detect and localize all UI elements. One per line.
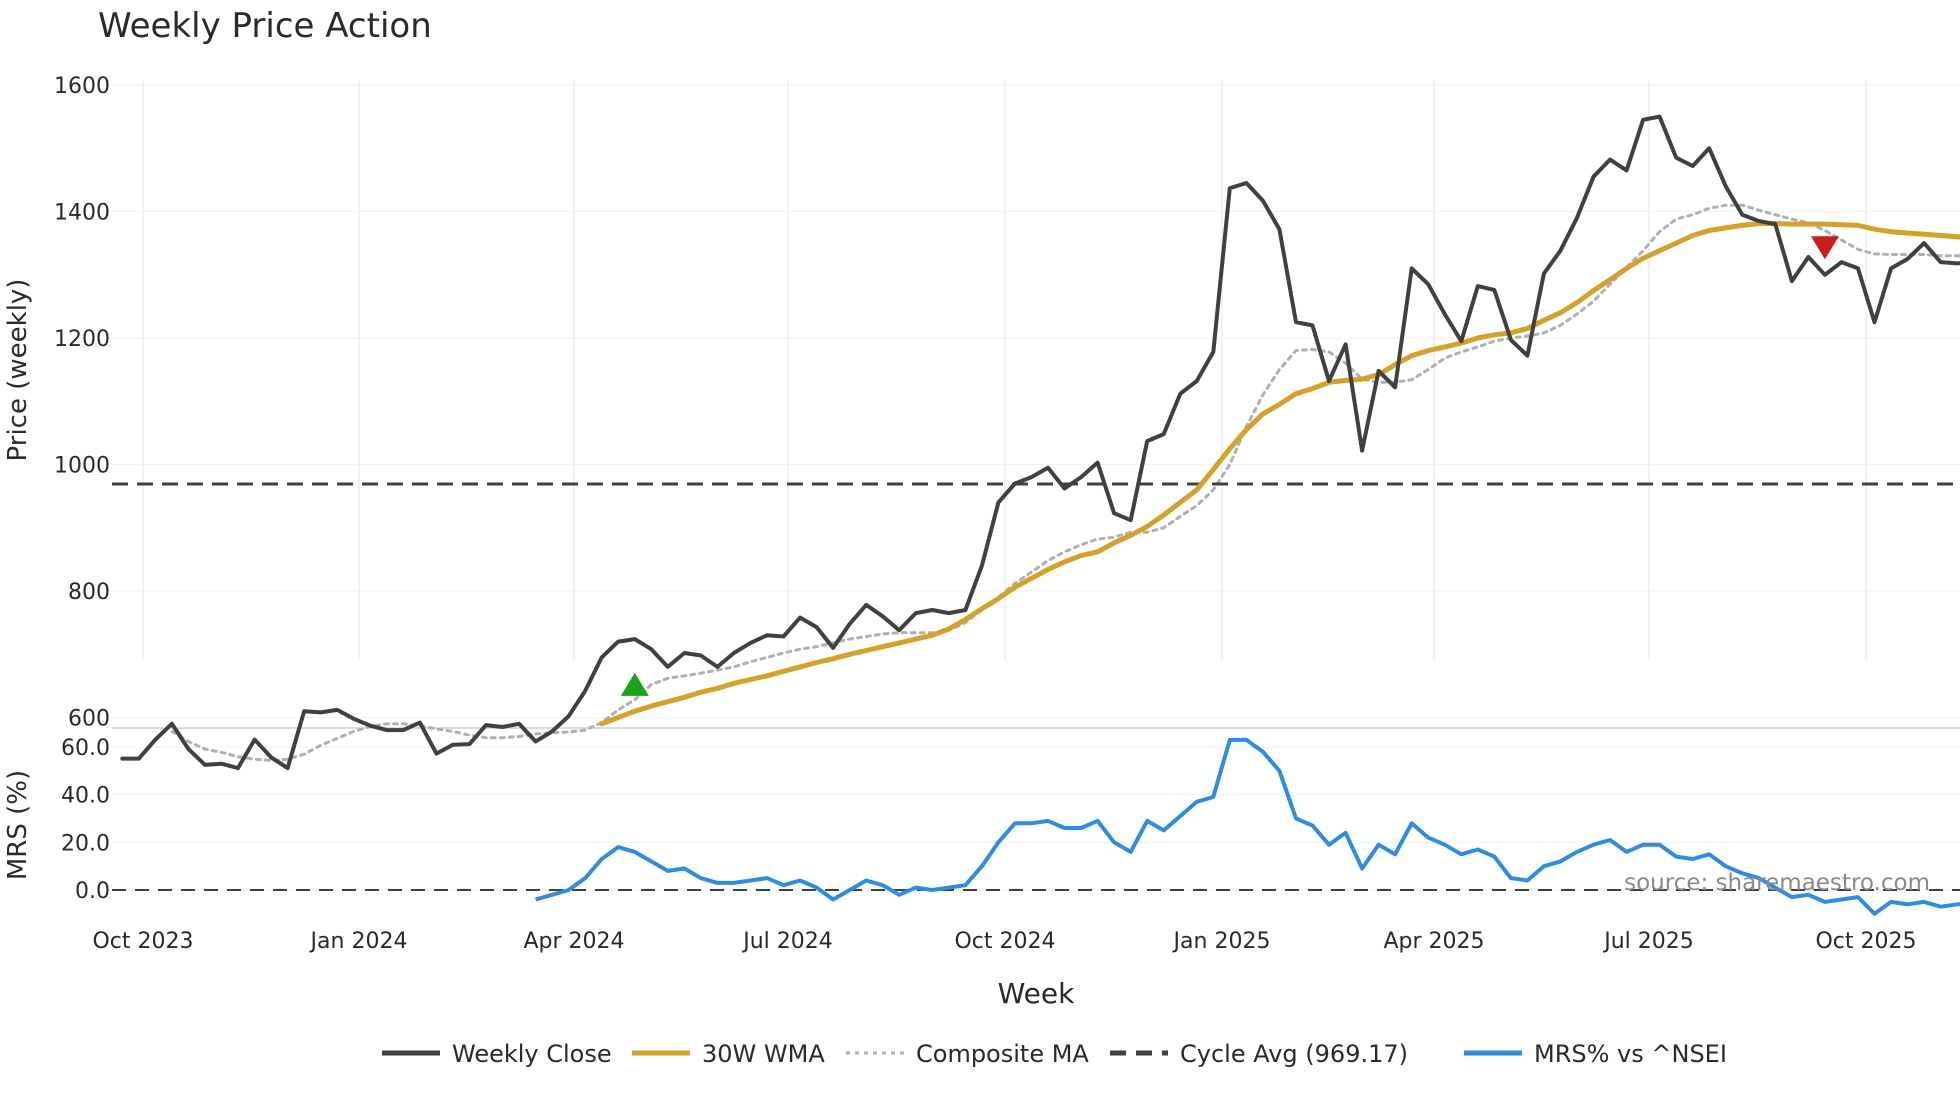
price-y-tick-label: 800 — [68, 580, 110, 605]
mrs-y-tick-label: 0.0 — [75, 879, 110, 904]
watermark: source: sharemaestro.com — [1624, 870, 1930, 896]
composite-ma-line — [170, 203, 1960, 762]
price-y-axis-label: Price (weekly) — [3, 279, 33, 462]
price-series — [112, 114, 1960, 771]
mrs-y-tick-label: 20.0 — [61, 831, 110, 856]
x-tick-label: Apr 2024 — [523, 929, 624, 954]
legend-item-label: Weekly Close — [452, 1040, 612, 1068]
price-grid — [112, 80, 1960, 718]
legend-item-label: Cycle Avg (969.17) — [1180, 1040, 1408, 1068]
mrs-y-axis-label: MRS (%) — [3, 770, 33, 880]
mrs-grid — [112, 727, 1960, 891]
price-y-tick-label: 1400 — [54, 201, 110, 226]
legend-item-label: MRS% vs ^NSEI — [1534, 1040, 1727, 1068]
mrs-y-tick-label: 60.0 — [61, 736, 110, 761]
price-y-ticks: 600 800 1000 1200 1400 1600 — [54, 74, 110, 732]
mrs-y-tick-label: 40.0 — [61, 784, 110, 809]
x-tick-label: Oct 2023 — [92, 929, 193, 954]
buy-signal-marker — [620, 672, 649, 696]
price-y-tick-label: 1000 — [54, 454, 110, 479]
x-tick-label: Jan 2024 — [309, 929, 408, 954]
x-tick-label: Jan 2025 — [1172, 929, 1271, 954]
mrs-y-ticks: 0.0 20.0 40.0 60.0 — [61, 736, 110, 904]
chart-title: Weekly Price Action — [98, 6, 432, 46]
price-y-tick-label: 600 — [68, 707, 110, 732]
x-ticks: Oct 2023 Jan 2024 Apr 2024 Jul 2024 Oct 2024… — [92, 929, 1916, 954]
x-tick-label: Oct 2025 — [1815, 929, 1916, 954]
x-axis-label: Week — [998, 977, 1075, 1010]
signal-markers — [620, 236, 1839, 696]
price-y-tick-label: 1200 — [54, 327, 110, 352]
mrs-line — [535, 737, 1960, 916]
x-tick-label: Jul 2024 — [741, 929, 833, 954]
weekly-close-line — [120, 114, 1960, 771]
x-tick-label: Apr 2025 — [1383, 929, 1484, 954]
legend-item-label: Composite MA — [916, 1040, 1089, 1068]
30w-wma-line — [599, 221, 1960, 727]
price-y-tick-label: 1600 — [54, 74, 110, 99]
x-tick-label: Jul 2025 — [1602, 929, 1694, 954]
mrs-series — [112, 737, 1960, 916]
legend: Weekly Close 30W WMA Composite MA Cycle Avg… — [382, 1040, 1727, 1068]
legend-item-label: 30W WMA — [702, 1040, 825, 1068]
sell-signal-marker — [1810, 236, 1839, 260]
x-tick-label: Oct 2024 — [954, 929, 1055, 954]
